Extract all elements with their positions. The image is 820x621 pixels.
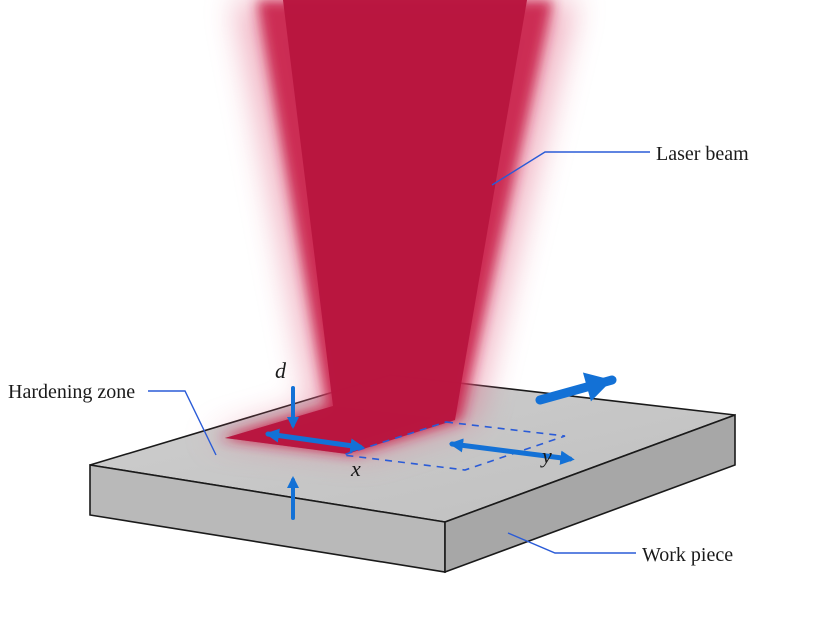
diagram-svg xyxy=(0,0,820,621)
label-laser-beam: Laser beam xyxy=(656,143,749,166)
dim-label-d: d xyxy=(275,358,286,384)
dim-label-y: y xyxy=(542,443,552,469)
dim-label-x: x xyxy=(351,456,361,482)
label-hardening-zone: Hardening zone xyxy=(8,381,135,404)
label-work-piece: Work piece xyxy=(642,544,733,567)
laser-beam xyxy=(205,0,575,454)
diagram-stage: Laser beam Work piece Hardening zone d x… xyxy=(0,0,820,621)
